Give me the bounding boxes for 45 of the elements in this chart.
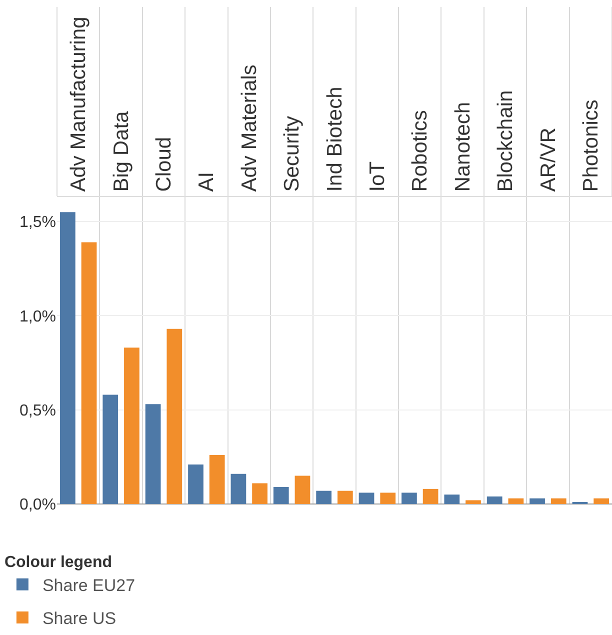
x-tick-label: Nanotech — [451, 102, 474, 192]
bar — [358, 492, 374, 504]
x-tick-label: Photonics — [579, 100, 602, 192]
bar — [402, 492, 417, 504]
legend-label: Share EU27 — [42, 576, 136, 595]
x-tick-label: Adv Materials — [238, 64, 261, 192]
x-tick-label: AI — [195, 172, 218, 192]
bar — [81, 242, 97, 504]
bar — [230, 474, 246, 504]
bar — [102, 394, 118, 504]
y-tick-label: 1,5% — [20, 214, 56, 232]
bar — [124, 348, 140, 504]
bar — [444, 494, 460, 504]
x-tick-label: Big Data — [110, 110, 133, 192]
y-tick-label: 0,0% — [20, 496, 56, 514]
x-tick-label: Security — [280, 115, 304, 192]
bar — [209, 455, 225, 504]
bar — [252, 483, 268, 504]
bar — [188, 464, 204, 504]
x-tick-label: Cloud — [152, 136, 176, 192]
x-tick-label: IoT — [366, 161, 390, 192]
bar — [594, 498, 610, 504]
x-tick-label: Robotics — [408, 110, 432, 192]
bar — [60, 212, 76, 504]
y-tick-label: 1,0% — [20, 308, 56, 326]
bar — [530, 498, 545, 504]
bar — [466, 500, 481, 504]
bar — [316, 490, 332, 504]
legend-label: Share US — [42, 609, 116, 628]
bar — [550, 498, 566, 504]
bar — [337, 490, 353, 504]
bar — [508, 498, 524, 504]
x-tick-label: Adv Manufacturing — [67, 16, 90, 192]
x-tick-label: AR/VR — [536, 128, 560, 192]
x-tick-label: Blockchain — [494, 90, 518, 192]
bar — [294, 476, 310, 504]
y-tick-label: 0,5% — [20, 402, 56, 420]
legend-title: Colour legend — [4, 554, 112, 571]
bar — [145, 404, 161, 504]
bar — [166, 328, 182, 504]
bar — [273, 487, 289, 504]
x-tick-label: Ind Biotech — [323, 86, 346, 192]
bar — [422, 488, 438, 504]
bar — [486, 496, 502, 504]
bar — [380, 492, 396, 504]
